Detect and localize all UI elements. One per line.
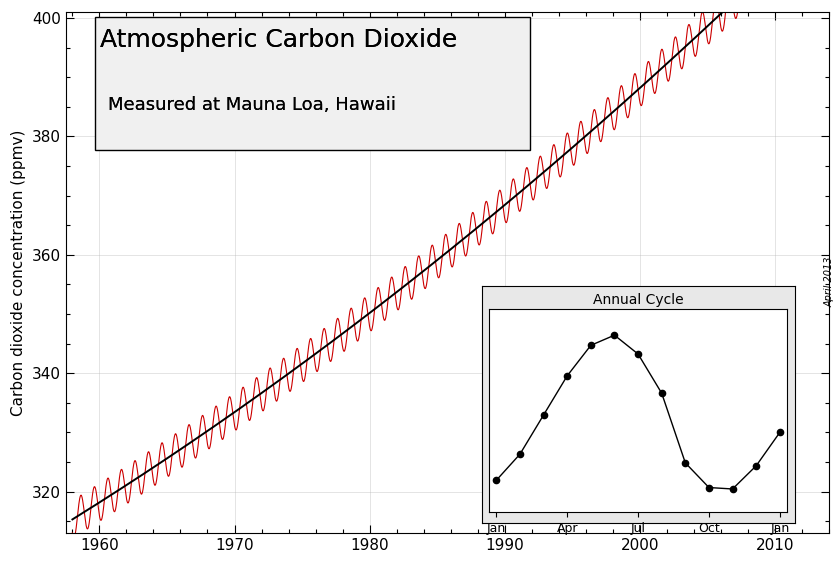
Text: Atmospheric Carbon Dioxide: Atmospheric Carbon Dioxide — [100, 28, 457, 52]
Text: Measured at Mauna Loa, Hawaii: Measured at Mauna Loa, Hawaii — [108, 95, 396, 113]
FancyBboxPatch shape — [95, 17, 530, 150]
Text: April 2013: April 2013 — [824, 257, 834, 307]
Text: Atmospheric Carbon Dioxide: Atmospheric Carbon Dioxide — [100, 28, 457, 52]
Text: Measured at Mauna Loa, Hawaii: Measured at Mauna Loa, Hawaii — [108, 95, 396, 113]
Y-axis label: Carbon dioxide concentration (ppmv): Carbon dioxide concentration (ppmv) — [11, 129, 26, 416]
